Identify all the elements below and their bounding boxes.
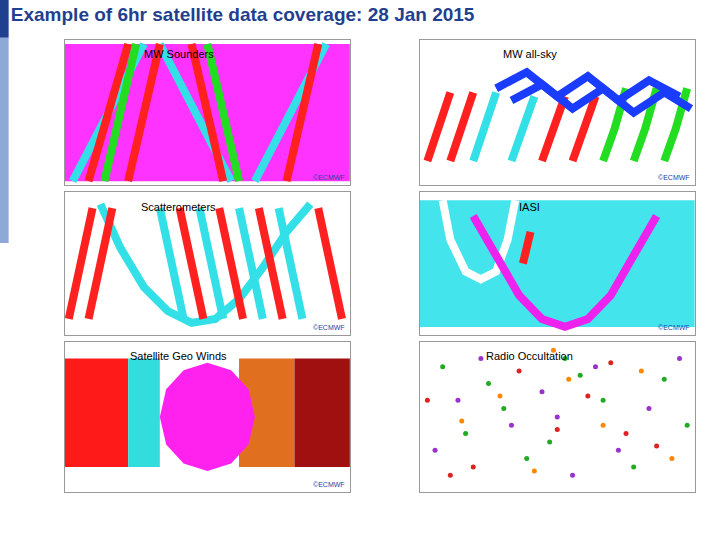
svg-text:MW Sounders: MW Sounders [144, 48, 214, 60]
svg-text:MW all-sky: MW all-sky [503, 48, 557, 60]
svg-text:IASI: IASI [519, 201, 540, 213]
svg-text:Satellite Geo Winds: Satellite Geo Winds [130, 350, 227, 362]
svg-text:Radio Occultation: Radio Occultation [486, 350, 573, 362]
svg-text:©ECMWF: ©ECMWF [658, 324, 690, 331]
svg-text:©ECMWF: ©ECMWF [313, 481, 345, 488]
svg-text:©ECMWF: ©ECMWF [313, 324, 345, 331]
svg-text:Scatterometers: Scatterometers [141, 201, 216, 213]
svg-text:©ECMWF: ©ECMWF [658, 174, 690, 181]
svg-text:©ECMWF: ©ECMWF [313, 174, 345, 181]
svg-text:Example of 6hr satellite data: Example of 6hr satellite data coverage: … [11, 4, 475, 25]
